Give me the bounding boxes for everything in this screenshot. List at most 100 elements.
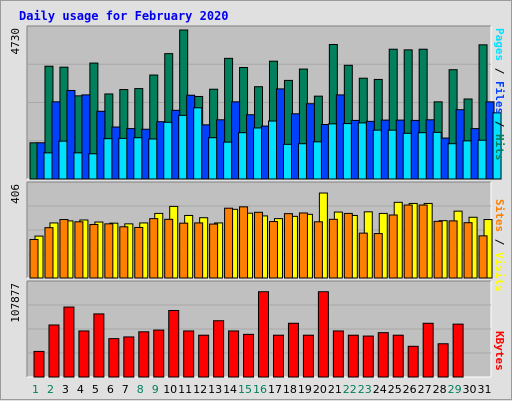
bar-kbytes-day-28 — [437, 343, 449, 378]
bar-kbytes-day-27 — [422, 322, 434, 378]
bar-kbytes-day-3 — [63, 306, 75, 378]
bar-kbytes-day-18 — [287, 322, 299, 378]
bar-pages-day-11 — [193, 107, 203, 180]
legend-hits-files-pages-part: Files — [493, 81, 506, 114]
bar-pages-day-20 — [327, 123, 337, 180]
bar-sites-day-26 — [403, 204, 413, 279]
bar-sites-day-5 — [89, 224, 99, 279]
bar-sites-day-10 — [164, 218, 174, 279]
bar-sites-day-21 — [328, 218, 338, 279]
x-tick-day-7: 7 — [122, 383, 129, 396]
bar-pages-day-19 — [312, 141, 322, 180]
bar-pages-day-18 — [297, 143, 307, 180]
bar-pages-day-27 — [432, 131, 442, 180]
bar-pages-day-22 — [357, 122, 367, 180]
y-axis-max-hits-files-pages: 4730 — [9, 28, 22, 55]
bar-sites-day-9 — [149, 218, 159, 279]
bar-kbytes-day-1 — [33, 350, 45, 378]
bar-sites-day-23 — [358, 232, 368, 279]
bar-sites-day-11 — [179, 222, 189, 279]
bar-sites-day-4 — [74, 221, 84, 279]
x-tick-day-5: 5 — [92, 383, 99, 396]
x-tick-day-11: 11 — [178, 383, 192, 396]
legend-hits-files-pages-part: / — [493, 114, 506, 134]
bar-sites-day-19 — [298, 212, 308, 279]
bar-sites-day-6 — [104, 223, 114, 279]
bar-sites-day-14 — [224, 207, 234, 279]
chart-title: Daily usage for February 2020 — [19, 9, 229, 23]
bar-pages-day-17 — [282, 143, 292, 180]
bar-sites-day-20 — [313, 221, 323, 279]
bar-pages-day-3 — [73, 152, 83, 180]
legend-kbytes-part: KBytes — [493, 331, 506, 371]
bar-kbytes-day-29 — [452, 323, 464, 378]
x-tick-day-22: 22 — [343, 383, 357, 396]
x-tick-day-24: 24 — [373, 383, 387, 396]
bar-pages-day-13 — [223, 141, 233, 180]
x-tick-day-18: 18 — [283, 383, 297, 396]
legend-hits-files-pages-part: / — [493, 61, 506, 81]
bar-kbytes-day-13 — [213, 320, 225, 378]
bar-kbytes-day-24 — [377, 332, 389, 378]
y-axis-max-kbytes: 107877 — [9, 283, 22, 323]
x-tick-day-23: 23 — [358, 383, 372, 396]
bar-sites-day-15 — [239, 206, 249, 279]
bar-sites-day-13 — [209, 223, 219, 279]
bar-files-day-3 — [66, 89, 76, 180]
legend-hits-files-pages-part: Pages — [493, 28, 506, 61]
bar-pages-day-8 — [148, 138, 158, 180]
bar-kbytes-day-7 — [123, 336, 135, 378]
bar-pages-day-23 — [372, 129, 382, 180]
y-axis-max-sites-visits: 406 — [9, 184, 22, 204]
bar-kbytes-day-21 — [332, 330, 344, 378]
legend-hits-files-pages: Pages / Files / Hits — [493, 28, 506, 161]
bar-sites-day-27 — [418, 204, 428, 279]
x-tick-day-8: 8 — [137, 383, 144, 396]
x-tick-day-17: 17 — [268, 383, 282, 396]
bar-sites-day-12 — [194, 222, 204, 279]
x-tick-day-10: 10 — [163, 383, 177, 396]
bar-pages-day-10 — [178, 114, 188, 180]
bar-kbytes-day-8 — [138, 331, 150, 378]
bar-kbytes-day-20 — [317, 291, 329, 378]
bar-sites-day-25 — [388, 214, 398, 279]
bar-sites-day-16 — [254, 211, 264, 279]
bar-files-day-2 — [51, 101, 61, 180]
bar-kbytes-day-9 — [153, 329, 165, 378]
legend-sites-visits-part: Sites — [493, 199, 506, 232]
bar-sites-day-7 — [119, 226, 129, 279]
bar-kbytes-day-26 — [407, 345, 419, 378]
bar-pages-day-25 — [402, 132, 412, 180]
bar-kbytes-day-14 — [228, 330, 240, 378]
bar-kbytes-day-6 — [108, 338, 120, 378]
bar-kbytes-day-25 — [392, 334, 404, 378]
bar-pages-day-9 — [163, 121, 173, 180]
x-tick-day-28: 28 — [433, 383, 447, 396]
bar-sites-day-18 — [283, 213, 293, 279]
legend-kbytes: KBytes — [493, 331, 506, 371]
x-tick-day-26: 26 — [403, 383, 417, 396]
bar-kbytes-day-11 — [183, 330, 195, 378]
bar-pages-day-15 — [253, 127, 263, 180]
x-tick-day-14: 14 — [223, 383, 237, 396]
bar-sites-day-22 — [343, 212, 353, 279]
x-tick-day-19: 19 — [298, 383, 312, 396]
bar-pages-day-30 — [477, 139, 487, 180]
bar-pages-day-4 — [88, 153, 98, 180]
bar-pages-day-21 — [342, 123, 352, 180]
x-tick-day-9: 9 — [152, 383, 159, 396]
legend-sites-visits-part: / — [493, 232, 506, 252]
bar-kbytes-day-23 — [362, 335, 374, 378]
bar-kbytes-day-15 — [243, 333, 255, 378]
bar-pages-day-2 — [58, 140, 68, 180]
x-tick-day-13: 13 — [208, 383, 222, 396]
x-tick-day-30: 30 — [463, 383, 477, 396]
x-tick-day-2: 2 — [47, 383, 54, 396]
bar-kbytes-day-5 — [93, 313, 105, 378]
legend-sites-visits-part: Visits — [493, 252, 506, 292]
bar-sites-day-2 — [44, 227, 54, 279]
bar-sites-day-30 — [463, 222, 473, 279]
bar-sites-day-29 — [448, 220, 458, 279]
